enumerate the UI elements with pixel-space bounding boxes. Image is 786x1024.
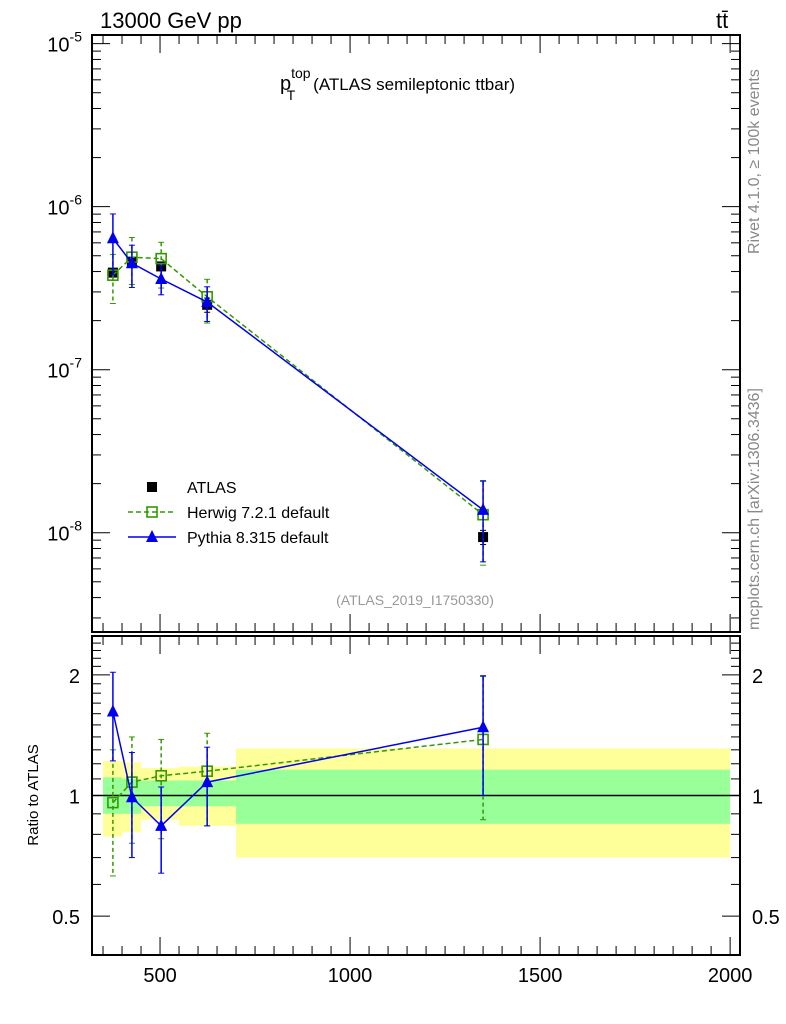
title-sup: top <box>291 65 311 81</box>
y-tick-label: 10-8 <box>47 518 82 546</box>
y-tick-exponent: -6 <box>70 192 83 208</box>
y-tick-exponent: -7 <box>70 355 83 371</box>
data-point <box>201 295 214 308</box>
x-tick-label: 2000 <box>708 965 753 987</box>
ratio-point <box>477 720 490 733</box>
process-label: tt̄ <box>716 8 729 33</box>
title-sub: T <box>287 87 296 103</box>
x-tick-label: 1500 <box>518 965 563 987</box>
y-tick-exponent: -8 <box>70 518 83 534</box>
legend-label: ATLAS <box>187 480 237 497</box>
ratio-y-tick-label-right: 2 <box>752 666 763 688</box>
ratio-y-tick-label: 0.5 <box>52 907 80 929</box>
analysis-label: (ATLAS_2019_I1750330) <box>336 592 494 608</box>
ratio-y-tick-label: 1 <box>69 787 80 809</box>
ratio-point <box>201 775 214 788</box>
x-tick-label: 1000 <box>328 965 373 987</box>
ratio-point <box>155 769 167 782</box>
ratio-ylabel: Ratio to ATLAS <box>25 744 42 845</box>
x-tick-label: 500 <box>143 965 176 987</box>
energy-label: 13000 GeV pp <box>100 8 242 33</box>
ratio-y-tick-label-right: 1 <box>752 787 763 809</box>
ratio-point <box>155 818 168 831</box>
series-line-1 <box>112 256 484 516</box>
ratio-y-tick-label-right: 0.5 <box>752 907 780 929</box>
legend-label: Pythia 8.315 default <box>187 530 329 547</box>
band-stat <box>141 780 180 807</box>
y-tick-exponent: -5 <box>70 29 83 45</box>
y-tick-label: 10-7 <box>47 355 82 383</box>
data-point <box>477 502 490 515</box>
data-point <box>155 252 167 265</box>
plot-title: ptop T(ATLAS semileptonic ttbar) <box>280 65 515 103</box>
legend-marker <box>146 530 158 542</box>
ratio-point <box>125 790 138 803</box>
y-tick-label: 10-6 <box>47 192 82 220</box>
y-tick-label: 10-5 <box>47 29 82 57</box>
legend-marker <box>147 482 157 492</box>
legend-label: Herwig 7.2.1 default <box>187 505 330 522</box>
ratio-y-tick-label: 2 <box>69 666 80 688</box>
data-point <box>125 256 138 269</box>
data-point <box>155 272 168 285</box>
ratio-point <box>107 796 119 809</box>
title-rest: (ATLAS semileptonic ttbar) <box>313 75 515 94</box>
main-frame <box>91 34 741 633</box>
legend-marker <box>146 506 158 518</box>
ratio-point <box>106 704 119 717</box>
series-line-2 <box>112 237 484 511</box>
data-point <box>106 231 119 244</box>
